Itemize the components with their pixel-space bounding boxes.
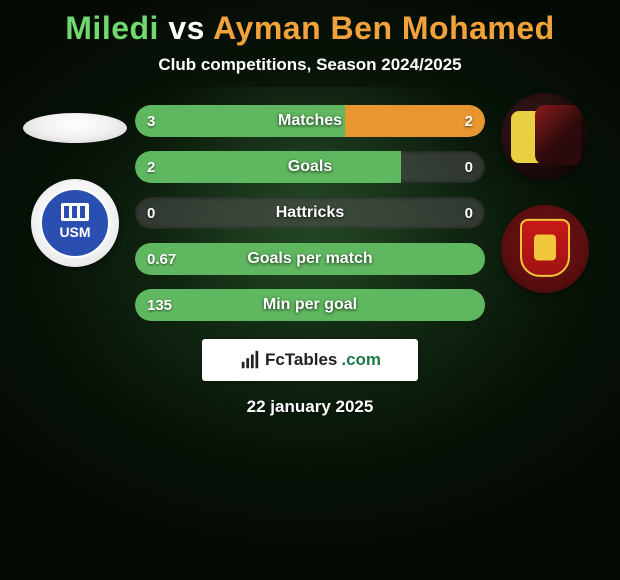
watermark-tld: .com: [341, 350, 381, 370]
stat-bar: 32Matches: [135, 105, 485, 137]
bar-label: Matches: [135, 105, 485, 137]
stat-bar: 20Goals: [135, 151, 485, 183]
right-column: [485, 93, 605, 293]
player1-photo: [23, 113, 127, 143]
left-column: USM: [15, 93, 135, 267]
bar-label: Hattricks: [135, 197, 485, 229]
bar-label: Min per goal: [135, 289, 485, 321]
watermark-brand: FcTables: [265, 350, 337, 370]
subtitle: Club competitions, Season 2024/2025: [0, 55, 620, 75]
main-row: USM 32Matches 20Goals 00Hattricks 0.67Goals…: [0, 93, 620, 321]
title-player2: Ayman Ben Mohamed: [213, 10, 555, 46]
svg-text:USM: USM: [59, 224, 90, 240]
usm-badge-icon: USM: [31, 179, 119, 267]
stat-bar: 0.67Goals per match: [135, 243, 485, 275]
stat-bar: 135Min per goal: [135, 289, 485, 321]
player2-photo: [501, 93, 589, 181]
page-title: Miledi vs Ayman Ben Mohamed: [0, 10, 620, 47]
date-label: 22 january 2025: [0, 397, 620, 417]
title-vs: vs: [168, 10, 205, 46]
title-player1: Miledi: [65, 10, 159, 46]
content-root: Miledi vs Ayman Ben Mohamed Club competi…: [0, 0, 620, 417]
bar-label: Goals per match: [135, 243, 485, 275]
bar-label: Goals: [135, 151, 485, 183]
player2-club-badge: [501, 205, 589, 293]
watermark: FcTables.com: [202, 339, 418, 381]
player1-club-badge: USM: [31, 179, 119, 267]
stat-bar: 00Hattricks: [135, 197, 485, 229]
comparison-bars: 32Matches 20Goals 00Hattricks 0.67Goals per…: [135, 93, 485, 321]
chart-icon: [239, 349, 261, 371]
